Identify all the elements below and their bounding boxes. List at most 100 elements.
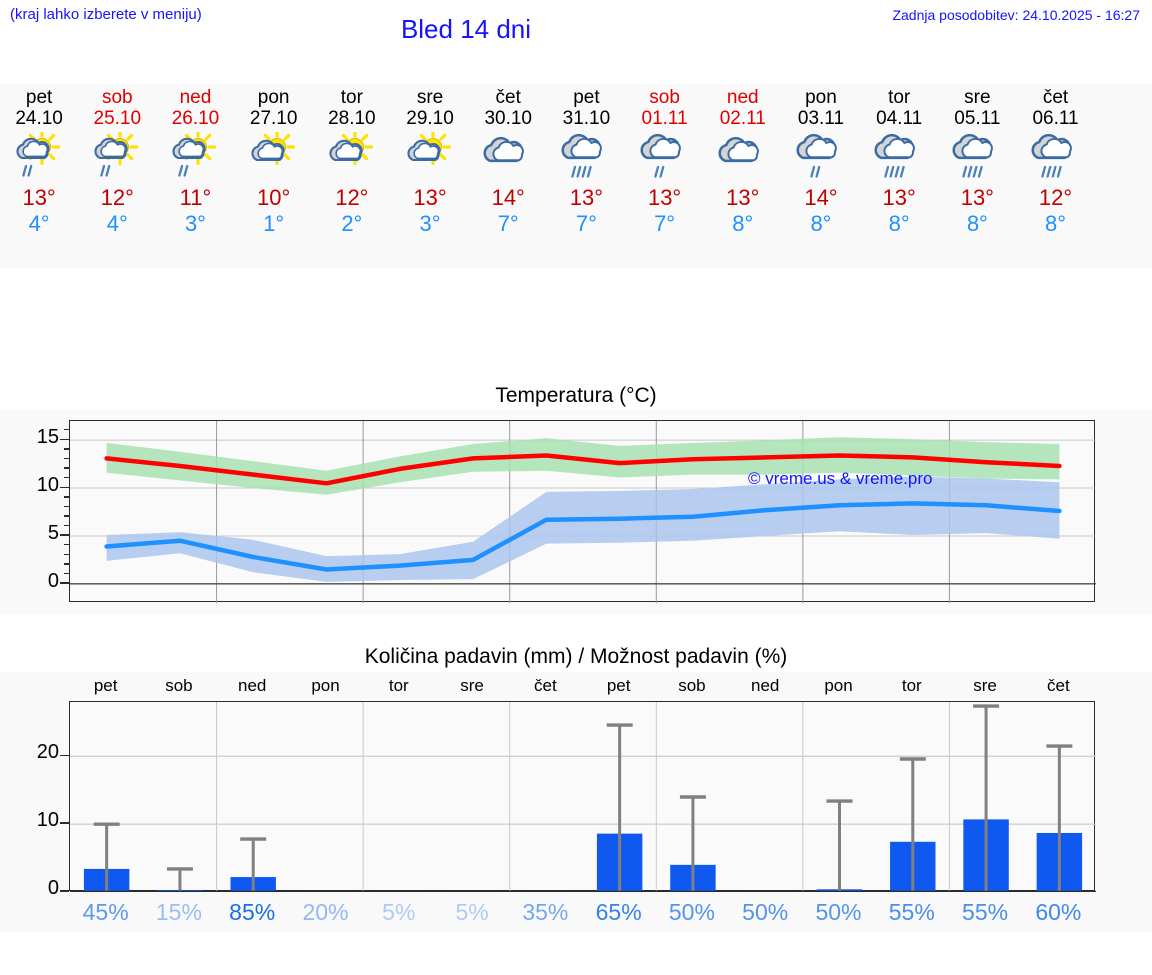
forecast-day-name: pet: [25, 87, 53, 108]
forecast-temp-max: 14°: [491, 185, 525, 210]
forecast-temp-min: 7°: [654, 211, 676, 236]
precipitation-probability-label: 50%: [742, 899, 789, 925]
menu-hint-text: (kraj lahko izberete v meniju): [10, 6, 202, 23]
forecast-temp-min: 8°: [966, 211, 988, 236]
cloud-icon: [477, 132, 539, 184]
precipitation-day-label: ned: [751, 676, 780, 695]
precipitation-probability-label: 15%: [155, 899, 202, 925]
forecast-day-date: 05.11: [954, 108, 1001, 129]
forecast-day-name: tor: [340, 87, 363, 108]
forecast-day-column[interactable]: ned 26.10 11° 3°: [156, 84, 234, 268]
cloud-rain-light-icon: [634, 132, 696, 184]
forecast-day-column[interactable]: sob 25.10 12° 4°: [78, 84, 156, 268]
precipitation-probability-label: 55%: [888, 899, 935, 925]
last-update-text: Zadnja posodobitev: 24.10.2025 - 16:27: [892, 7, 1140, 23]
forecast-day-column[interactable]: čet 30.10 14° 7°: [469, 84, 547, 268]
temperature-axis-tick: [64, 457, 69, 460]
temperature-axis-tick: [60, 438, 69, 441]
forecast-day-column[interactable]: sre 05.11 13° 8°: [938, 84, 1016, 268]
forecast-day-name: ned: [726, 87, 759, 108]
forecast-temp-max: 13°: [960, 185, 994, 210]
forecast-day-date: 24.10: [15, 108, 63, 129]
temperature-axis-tick: [60, 534, 69, 536]
temperature-axis-tick: [64, 467, 69, 469]
temperature-axis-tick: [60, 486, 69, 488]
forecast-day-column[interactable]: pon 03.11 14° 8°: [782, 84, 860, 268]
forecast-temp-max: 13°: [413, 185, 447, 210]
forecast-temp-min: 7°: [575, 211, 597, 236]
forecast-temp-max: 13°: [22, 185, 56, 210]
precipitation-probability-label: 45%: [82, 899, 129, 925]
precipitation-day-label: pet: [606, 676, 631, 695]
forecast-temp-min: 3°: [184, 211, 206, 236]
forecast-temp-max: 13°: [882, 185, 916, 210]
forecast-day-name: pon: [805, 87, 837, 108]
temperature-y-axis-label: 10: [36, 474, 59, 497]
forecast-temp-max: 14°: [804, 185, 838, 210]
precipitation-day-label: pet: [93, 676, 118, 695]
forecast-temp-min: 4°: [28, 211, 50, 236]
forecast-temp-max: 12°: [100, 185, 134, 210]
precipitation-y-axis-label: 10: [36, 809, 59, 832]
forecast-day-column[interactable]: tor 28.10 12° 2°: [313, 84, 391, 268]
forecast-temp-max: 13°: [647, 185, 682, 210]
forecast-day-name: pet: [573, 87, 600, 108]
precipitation-y-axis-label: 0: [47, 877, 59, 899]
temperature-axis-tick: [64, 553, 69, 555]
temperature-axis-tick: [64, 429, 69, 431]
forecast-day-column[interactable]: čet 06.11 12° 8°: [1016, 84, 1094, 268]
forecast-day-name: sre: [964, 87, 991, 108]
forecast-temp-min: 2°: [341, 211, 363, 236]
precipitation-chart: Količina padavin (mm) / Možnost padavin …: [0, 642, 1152, 932]
precipitation-axis-tick: [60, 890, 69, 892]
forecast-day-column[interactable]: pon 27.10 10° 1°: [235, 84, 313, 268]
forecast-day-date: 25.10: [93, 108, 142, 129]
forecast-day-column[interactable]: sob 01.11 13° 7°: [626, 84, 704, 268]
cloud-rain-heavy-icon: [946, 132, 1008, 184]
precipitation-y-axis-label: 20: [36, 741, 59, 764]
temperature-axis-tick: [64, 496, 69, 498]
forecast-temp-min: 1°: [263, 211, 285, 236]
temperature-axis-tick: [64, 524, 69, 527]
copyright-text: © vreme.us & vreme.pro: [748, 469, 933, 488]
temperature-y-axis-label: 0: [47, 569, 59, 592]
daily-forecast-strip: pet 24.10 13° 4° sob 25.10 12° 4° ned 26.10 11° 3° p…: [0, 84, 1152, 268]
temperature-chart-title: Temperatura (°C): [0, 382, 1152, 410]
forecast-day-column[interactable]: ned 02.11 13° 8°: [704, 84, 782, 268]
precipitation-plot-area: [69, 701, 1096, 892]
precipitation-probability-label: 20%: [302, 899, 349, 925]
temperature-plot-svg: [70, 421, 1096, 603]
forecast-temp-min: 8°: [1045, 211, 1067, 236]
page-header: (kraj lahko izberete v meniju) Bled 14 d…: [0, 0, 1152, 60]
forecast-day-column[interactable]: tor 04.11 13° 8°: [860, 84, 938, 268]
forecast-day-column[interactable]: pet 31.10 13° 7°: [547, 84, 625, 268]
temperature-axis-tick: [64, 544, 69, 546]
forecast-temp-max: 12°: [1038, 185, 1073, 210]
sun-cloud-icon: [399, 132, 461, 184]
precipitation-probability-label: 50%: [815, 899, 862, 925]
cloud-rain-heavy-icon: [555, 132, 617, 184]
precipitation-day-label: čet: [1047, 676, 1070, 695]
temperature-axis-tick: [64, 515, 69, 517]
precipitation-probability-label: 5%: [382, 899, 416, 925]
precipitation-day-label: sre: [973, 676, 997, 695]
precipitation-probability-label: 35%: [522, 899, 569, 925]
forecast-temp-min: 8°: [732, 211, 754, 236]
forecast-day-name: čet: [1042, 87, 1069, 108]
temperature-axis-tick: [64, 448, 69, 450]
forecast-day-date: 28.10: [328, 108, 376, 129]
forecast-day-name: sob: [101, 87, 133, 108]
precipitation-probability-label: 50%: [668, 899, 715, 925]
forecast-day-name: pon: [257, 87, 290, 108]
forecast-day-column[interactable]: pet 24.10 13° 4°: [0, 84, 78, 268]
forecast-temp-min: 7°: [497, 211, 519, 236]
temperature-y-axis-label: 15: [36, 426, 59, 449]
forecast-day-column[interactable]: sre 29.10 13° 3°: [391, 84, 469, 268]
forecast-temp-max: 10°: [257, 185, 291, 210]
precipitation-day-label: pon: [311, 676, 340, 695]
precipitation-probability-label: 65%: [595, 899, 642, 925]
sun-cloud-rain-icon: [8, 132, 70, 184]
temperature-axis-tick: [64, 505, 69, 508]
sun-cloud-icon: [321, 132, 383, 184]
precipitation-probability-label: 60%: [1035, 899, 1082, 925]
